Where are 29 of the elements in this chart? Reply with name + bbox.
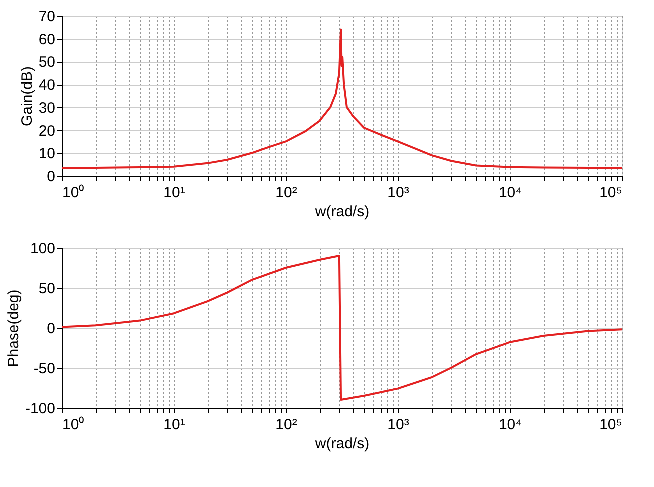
x-tick-label: 10¹ [164,184,186,202]
y-tick-label: 30 [38,100,56,117]
y-tick-label: 70 [38,8,56,26]
y-tick-label: -100 [25,400,56,418]
x-tick-label: 10¹ [164,416,186,434]
y-tick-label: 0 [47,168,56,186]
x-tick-label: 10⁵ [600,416,622,434]
y-tick-label: 60 [38,31,56,48]
x-tick-label: 10² [276,416,298,434]
x-axis-title: w(rad/s) [314,204,370,220]
x-axis-title: w(rad/s) [314,436,370,452]
x-tick-label: 10⁰ [62,416,84,434]
x-tick-label: 10⁴ [498,416,522,434]
x-tick-label: 10⁵ [600,184,622,202]
y-tick-label: 20 [38,122,56,140]
y-axis-title: Phase(deg) [5,290,22,368]
y-tick-label: -50 [34,360,56,378]
x-tick-label: 10² [276,184,298,202]
x-tick-label: 10⁰ [62,184,84,202]
y-tick-label: 50 [38,280,56,298]
x-tick-label: 10⁴ [498,184,522,202]
x-tick-label: 10³ [388,416,410,434]
y-tick-label: 10 [38,146,56,163]
y-tick-label: 50 [38,54,56,72]
x-tick-label: 10³ [388,184,410,202]
y-tick-label: 100 [30,240,56,258]
y-tick-label: 0 [47,320,56,338]
y-axis-title: Gain(dB) [18,66,36,127]
y-tick-label: 40 [38,77,56,94]
